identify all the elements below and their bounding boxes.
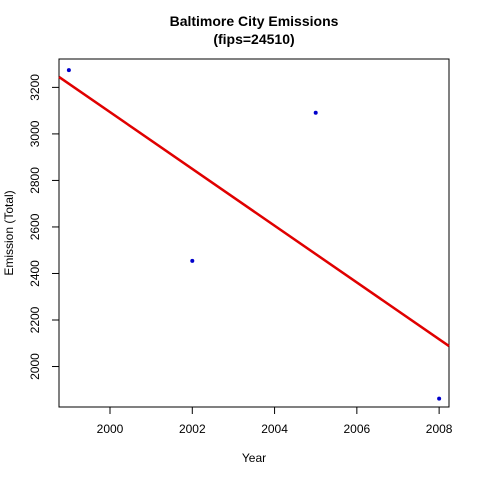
chart-title-line2: (fips=24510) bbox=[213, 31, 294, 47]
points-layer bbox=[66, 68, 442, 401]
axes-layer: 2000 2002 2004 2006 2008 2000 2200 2400 2600 2800… bbox=[28, 74, 453, 436]
x-tick-label: 2004 bbox=[261, 422, 288, 436]
data-point bbox=[437, 396, 442, 401]
y-tick-label: 2400 bbox=[28, 260, 42, 287]
x-tick-label: 2008 bbox=[426, 422, 453, 436]
x-tick-label: 2002 bbox=[179, 422, 206, 436]
x-axis-label: Year bbox=[242, 451, 266, 465]
data-point bbox=[190, 258, 195, 263]
y-tick-label: 3000 bbox=[28, 120, 42, 147]
trend-line-layer bbox=[58, 75, 450, 348]
data-point bbox=[313, 110, 318, 115]
y-tick-label: 2200 bbox=[28, 306, 42, 333]
x-tick-label: 2006 bbox=[343, 422, 370, 436]
y-tick-label: 3200 bbox=[28, 74, 42, 101]
y-axis-label: Emission (Total) bbox=[2, 190, 16, 275]
chart-title-line1: Baltimore City Emissions bbox=[170, 13, 339, 29]
y-tick-label: 2600 bbox=[28, 213, 42, 240]
x-tick-label: 2000 bbox=[97, 422, 124, 436]
data-point bbox=[66, 68, 71, 73]
plot-frame bbox=[58, 58, 450, 408]
y-tick-label: 2800 bbox=[28, 167, 42, 194]
y-tick-label: 2000 bbox=[28, 353, 42, 380]
regression-line bbox=[58, 75, 450, 348]
